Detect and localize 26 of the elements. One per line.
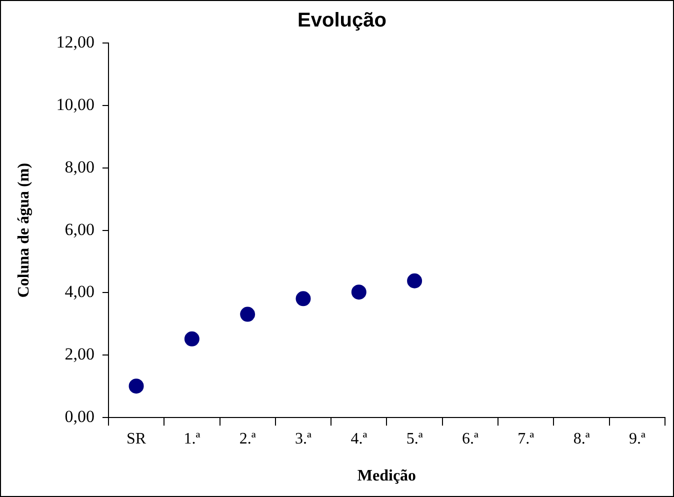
x-tick-label: 7.ª	[518, 430, 535, 448]
y-tick-label: 2,00	[64, 344, 94, 364]
chart-title: Evolução	[298, 10, 386, 32]
y-tick-label: 12,00	[56, 32, 94, 52]
point	[240, 306, 256, 322]
y-tick-label: 8,00	[64, 157, 94, 176]
point	[296, 291, 311, 306]
x-tick-label: 4.ª	[350, 430, 368, 448]
x-tick-label: 8.ª	[573, 430, 590, 448]
y-tick-label: 10,00	[56, 94, 94, 114]
point	[407, 273, 422, 288]
y-tick-label: 6,00	[64, 220, 94, 239]
y-axis-title: Coluna de água (m)	[16, 162, 33, 298]
x-tick-label: 1.ª	[184, 430, 201, 448]
x-tick-label: 6.ª	[462, 430, 479, 448]
x-tick-label: SR	[126, 430, 146, 448]
x-tick-label: 3.ª	[295, 430, 312, 448]
point	[184, 331, 200, 346]
point	[351, 284, 366, 300]
x-axis-title: Medição	[357, 468, 416, 485]
y-tick-label: 4,00	[64, 282, 94, 302]
x-tick-label: 2.ª	[239, 430, 256, 448]
x-tick-label: 5.ª	[406, 430, 424, 448]
x-tick-label: 9.ª	[628, 430, 646, 448]
y-tick-label: 0,00	[64, 407, 94, 426]
point	[128, 378, 144, 394]
